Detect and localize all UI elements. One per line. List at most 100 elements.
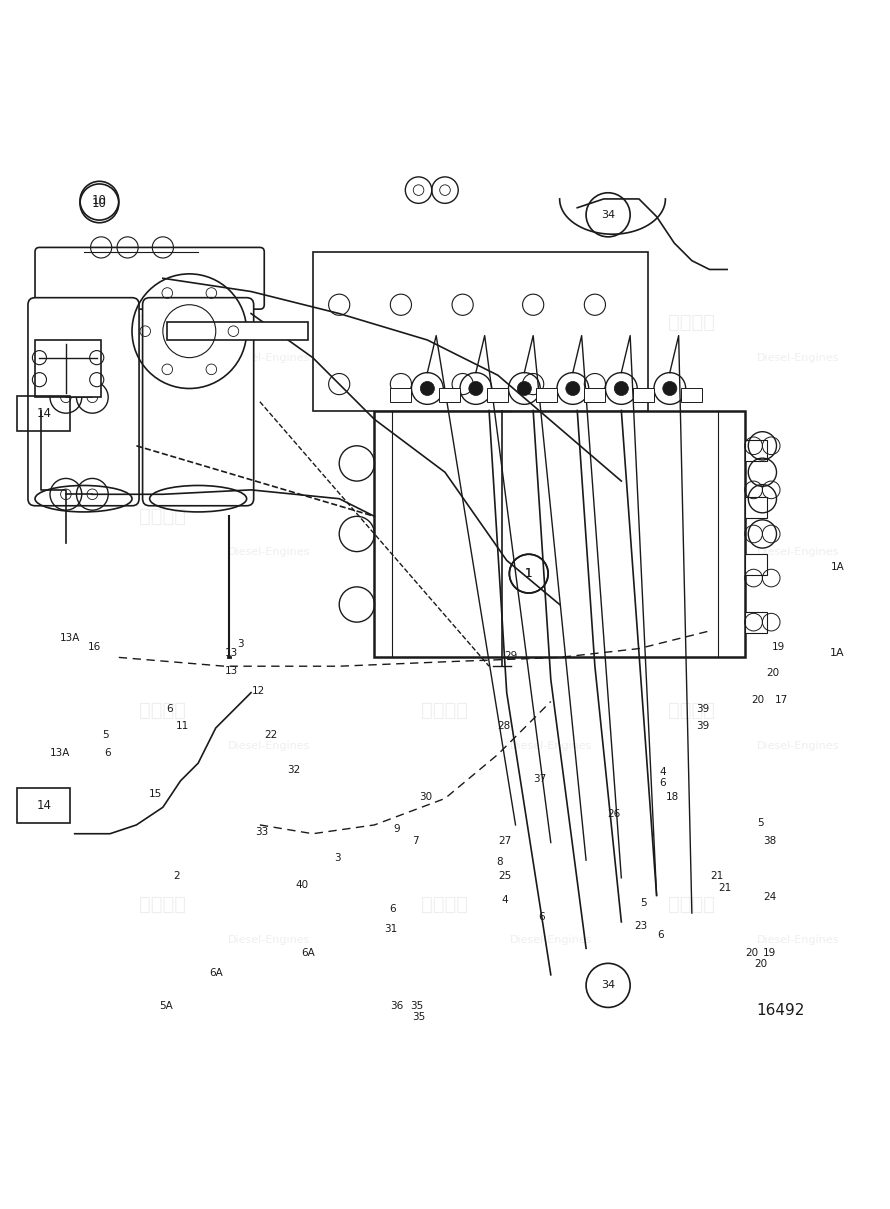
Text: 39: 39 [696, 704, 709, 713]
Text: 1: 1 [525, 567, 532, 580]
Text: Diesel-Engines: Diesel-Engines [228, 935, 310, 944]
Text: 6: 6 [104, 747, 110, 758]
Text: 紫发动力: 紫发动力 [668, 507, 716, 526]
Text: Diesel-Engines: Diesel-Engines [228, 546, 310, 556]
Text: 6A: 6A [302, 948, 315, 958]
Text: 6: 6 [166, 704, 174, 713]
Text: 紫发动力: 紫发动力 [422, 895, 468, 914]
Text: 紫发动力: 紫发动力 [140, 895, 186, 914]
Text: 30: 30 [419, 792, 433, 802]
Text: 29: 29 [505, 650, 518, 660]
Text: 21: 21 [710, 870, 724, 881]
Text: 23: 23 [634, 921, 647, 931]
Text: 32: 32 [287, 765, 300, 775]
Text: 27: 27 [498, 835, 512, 846]
Text: 22: 22 [263, 730, 277, 740]
Text: Diesel-Engines: Diesel-Engines [510, 353, 592, 363]
Text: 3: 3 [334, 854, 341, 863]
Text: 35: 35 [412, 1012, 425, 1022]
Text: 37: 37 [534, 774, 546, 785]
Circle shape [566, 381, 580, 395]
Circle shape [420, 381, 434, 395]
Text: 13: 13 [225, 666, 239, 676]
Text: 33: 33 [255, 827, 268, 837]
Text: Diesel-Engines: Diesel-Engines [228, 353, 310, 363]
Text: Diesel-Engines: Diesel-Engines [756, 546, 839, 556]
Text: 11: 11 [175, 722, 189, 731]
Bar [18, 395, 70, 430]
Text: 40: 40 [295, 880, 309, 890]
Bar [745, 497, 767, 519]
Text: 紫发动力: 紫发动力 [140, 507, 186, 526]
Text: 18: 18 [666, 792, 679, 802]
Text: Diesel-Engines: Diesel-Engines [228, 741, 310, 751]
Text: 紫发动力: 紫发动力 [668, 701, 716, 719]
Text: 6: 6 [659, 777, 666, 787]
Text: 紫发动力: 紫发动力 [140, 701, 186, 719]
Text: 12: 12 [252, 686, 264, 696]
Text: 6: 6 [389, 903, 395, 914]
Bar [585, 388, 605, 401]
Text: 1A: 1A [830, 562, 845, 573]
Text: 5: 5 [102, 730, 109, 740]
FancyBboxPatch shape [142, 297, 254, 505]
Text: 14: 14 [36, 406, 52, 420]
Text: 10: 10 [92, 195, 107, 207]
Text: 2: 2 [173, 870, 180, 881]
Text: Diesel-Engines: Diesel-Engines [756, 935, 839, 944]
Text: 13A: 13A [50, 747, 70, 758]
Bar [167, 323, 308, 340]
Text: 4: 4 [502, 895, 508, 904]
Text: 31: 31 [384, 924, 397, 935]
Text: 8: 8 [497, 857, 503, 867]
Text: 5: 5 [757, 818, 764, 828]
Text: 25: 25 [498, 870, 512, 881]
Text: 6: 6 [538, 913, 546, 922]
Text: 7: 7 [413, 835, 419, 846]
Text: 5A: 5A [159, 1001, 174, 1011]
Text: 20: 20 [745, 948, 758, 958]
Text: 39: 39 [696, 722, 709, 731]
Bar [536, 388, 557, 401]
Text: 26: 26 [608, 809, 621, 820]
Text: 10: 10 [92, 197, 107, 210]
Text: 3: 3 [237, 640, 244, 649]
Text: 9: 9 [393, 825, 400, 834]
Bar [488, 388, 508, 401]
Circle shape [614, 381, 628, 395]
Text: 19: 19 [772, 642, 785, 652]
Bar [18, 788, 70, 823]
Text: 20: 20 [754, 959, 767, 970]
Text: 4: 4 [659, 767, 666, 777]
Text: 1: 1 [525, 567, 532, 580]
Text: 24: 24 [763, 892, 776, 902]
Text: 16492: 16492 [756, 1002, 805, 1018]
Bar [681, 388, 702, 401]
Text: Diesel-Engines: Diesel-Engines [756, 741, 839, 751]
Text: 紫发动力: 紫发动力 [668, 895, 716, 914]
Circle shape [517, 381, 531, 395]
Text: 38: 38 [763, 835, 776, 846]
Text: 20: 20 [751, 695, 765, 705]
Text: 34: 34 [601, 980, 615, 990]
Text: 紫发动力: 紫发动力 [422, 313, 468, 331]
Bar [745, 440, 767, 461]
Circle shape [663, 381, 677, 395]
Text: 6: 6 [658, 930, 664, 941]
Text: 13A: 13A [61, 634, 80, 643]
Text: 15: 15 [150, 789, 163, 799]
Bar [439, 388, 460, 401]
Text: 紫发动力: 紫发动力 [668, 313, 716, 331]
Text: 13: 13 [225, 648, 239, 658]
FancyBboxPatch shape [35, 248, 264, 310]
Bar [391, 388, 411, 401]
Text: 紫发动力: 紫发动力 [422, 701, 468, 719]
FancyBboxPatch shape [375, 411, 745, 658]
Text: 紫发动力: 紫发动力 [140, 313, 186, 331]
Text: 6A: 6A [209, 968, 222, 978]
Text: 17: 17 [775, 695, 789, 705]
Text: 5: 5 [640, 897, 647, 908]
Bar [745, 612, 767, 632]
Text: Diesel-Engines: Diesel-Engines [510, 741, 592, 751]
Text: Diesel-Engines: Diesel-Engines [510, 546, 592, 556]
